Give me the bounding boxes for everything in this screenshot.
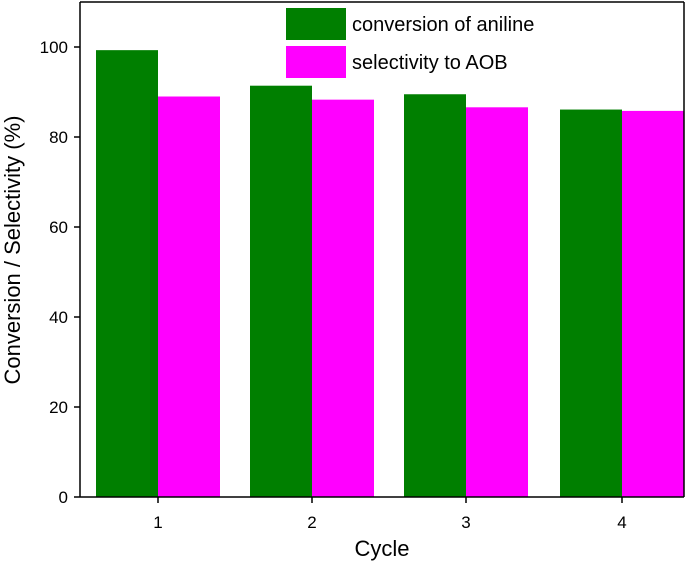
bar-series-0-cycle-1	[96, 50, 158, 498]
y-tick-label: 100	[40, 38, 68, 57]
ticks-layer: 0 20 40 60 80 100 1 2 3 4	[40, 38, 627, 532]
legend-swatch-0	[286, 8, 346, 40]
x-tick-label: 2	[307, 513, 316, 532]
bar-series-0-cycle-2	[250, 85, 312, 497]
bar-series-1-cycle-2	[312, 99, 374, 498]
bar-series-1-cycle-1	[158, 96, 220, 497]
legend-label-0: conversion of aniline	[352, 14, 534, 36]
bar-series-0-cycle-4	[560, 109, 622, 498]
y-tick-label: 60	[49, 218, 68, 237]
legend: conversion of aniline selectivity to AOB	[286, 8, 534, 78]
y-tick-label: 20	[49, 398, 68, 417]
x-tick-label: 1	[153, 513, 162, 532]
y-tick-label: 80	[49, 128, 68, 147]
y-axis-title: Conversion / Selectivity (%)	[0, 116, 25, 385]
y-tick-label: 0	[59, 488, 68, 507]
legend-swatch-1	[286, 46, 346, 78]
bars-layer	[96, 50, 684, 498]
x-tick-label: 4	[617, 513, 626, 532]
axes-layer	[79, 1, 685, 498]
y-tick-label: 40	[49, 308, 68, 327]
x-tick-label: 3	[461, 513, 470, 532]
bar-series-1-cycle-3	[466, 107, 528, 498]
x-axis-title: Cycle	[354, 536, 409, 561]
bar-series-1-cycle-4	[622, 110, 684, 498]
bar-series-0-cycle-3	[404, 94, 466, 497]
legend-label-1: selectivity to AOB	[352, 52, 508, 74]
